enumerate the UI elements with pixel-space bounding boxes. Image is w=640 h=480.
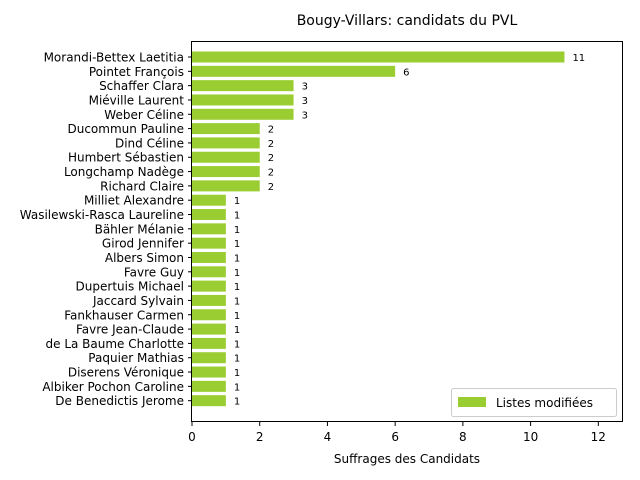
y-tick-label: Humbert Sébastien [68,151,184,165]
y-tick-label: Paquier Mathias [88,351,184,365]
bar-value-label: 3 [302,110,308,121]
bar [192,194,226,206]
y-tick-label: Morandi-Bettex Laetitia [44,51,184,65]
y-tick-label: Ducommun Pauline [67,122,184,136]
bar-value-label: 1 [234,239,240,250]
y-tick-label: Fankhauser Carmen [64,308,184,322]
chart-title: Bougy-Villars: candidats du PVL [297,13,518,29]
x-tick-label: 2 [256,430,264,444]
bar [192,51,565,63]
bar-value-label: 1 [234,268,240,279]
x-axis-ticks: 0 2 4 6 8 10 12 [188,422,606,444]
y-tick-label: Jaccard Sylvain [92,294,184,308]
bar [192,80,294,92]
y-tick-label: Richard Claire [100,179,184,193]
y-tick-label: Girod Jennifer [102,237,184,251]
bar [192,166,260,178]
bar [192,108,294,120]
bar-value-label: 1 [234,282,240,293]
bar-value-label: 2 [268,182,274,193]
bar [192,237,226,249]
y-tick-label: Weber Céline [104,108,184,122]
y-tick-label: Milliet Alexandre [84,194,184,208]
legend-swatch [458,397,486,407]
y-tick-label: de La Baume Charlotte [46,337,185,351]
bar-value-label: 1 [234,354,240,365]
bar-value-label: 2 [268,139,274,150]
y-tick-label: Wasilewski-Rasca Laureline [20,208,184,222]
bar-value-label: 3 [302,82,308,93]
y-tick-label: Schaffer Clara [99,79,184,93]
x-axis-label: Suffrages des Candidats [334,452,480,466]
bar [192,294,226,306]
bar-value-label: 1 [234,325,240,336]
bar [192,280,226,292]
y-tick-label: Albers Simon [105,251,184,265]
bar-value-label: 11 [572,53,585,64]
bar [192,65,396,77]
bar [192,366,226,378]
bar [192,266,226,278]
y-tick-label: Miéville Laurent [89,93,185,107]
y-tick-label: De Benedictis Jerome [55,394,184,408]
legend-label: Listes modifiées [496,396,593,410]
bar [192,337,226,349]
bar-value-label: 1 [234,253,240,264]
bar-value-label: 1 [234,397,240,408]
y-tick-label: Pointet François [89,65,184,79]
y-tick-label: Albiker Pochon Caroline [42,380,184,394]
bar [192,137,260,149]
x-tick-label: 0 [188,430,196,444]
bar [192,209,226,221]
y-tick-label: Favre Jean-Claude [76,323,184,337]
x-tick-label: 12 [591,430,606,444]
bar-value-label: 6 [403,67,409,78]
bar [192,223,226,235]
plot-frame [191,41,623,422]
bars-group [192,51,565,407]
bar [192,395,226,407]
legend: Listes modifiées [451,388,617,417]
bar [192,309,226,321]
bar [192,94,294,106]
y-tick-label: Dind Céline [115,136,184,150]
y-tick-label: Longchamp Nadège [64,165,184,179]
bar-value-label: 1 [234,382,240,393]
bar-value-label: 1 [234,311,240,322]
bar-value-label: 1 [234,211,240,222]
y-tick-label: Diserens Véronique [68,366,184,380]
bar-value-label: 1 [234,196,240,207]
bar [192,123,260,135]
y-tick-label: Bähler Mélanie [95,222,184,236]
bar-value-label: 1 [234,296,240,307]
bar-value-label: 1 [234,339,240,350]
y-tick-label: Dupertuis Michael [76,280,184,294]
bar-value-label: 1 [234,225,240,236]
bar-value-label: 1 [234,368,240,379]
bar [192,380,226,392]
legend-box [451,388,617,417]
bar-value-label: 2 [268,125,274,136]
x-tick-label: 8 [459,430,467,444]
bar-value-label: 2 [268,168,274,179]
x-tick-label: 10 [523,430,538,444]
bar [192,151,260,163]
bar [192,180,260,192]
bar [192,352,226,364]
bar [192,323,226,335]
bar [192,251,226,263]
bar-value-label: 3 [302,96,308,107]
bar-value-label: 2 [268,153,274,164]
x-tick-label: 6 [391,430,399,444]
y-tick-label: Favre Guy [124,265,184,279]
x-tick-label: 4 [324,430,332,444]
